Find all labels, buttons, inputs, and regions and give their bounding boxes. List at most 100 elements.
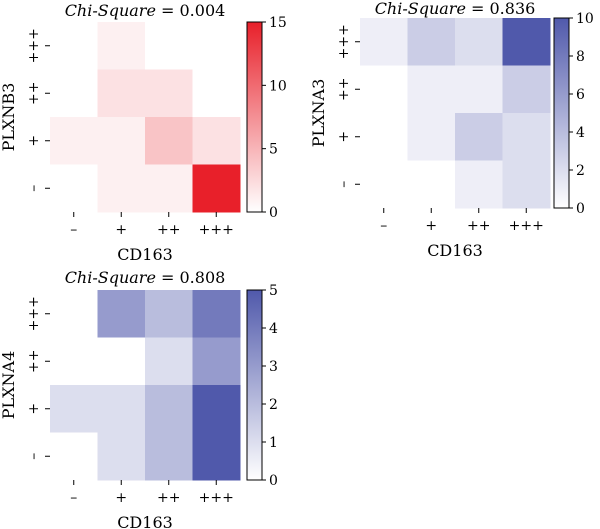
heatmap-cell (145, 164, 193, 213)
heatmap-cell (97, 337, 146, 386)
x-tick-label: – (380, 218, 387, 234)
y-tick-label: ++ (336, 78, 352, 101)
colorbar (246, 289, 263, 481)
colorbar-tick-label: 10 (269, 78, 287, 94)
heatmap-cell (407, 113, 456, 161)
heatmap-cell (192, 22, 241, 70)
x-tick-label: ++ (157, 222, 180, 238)
y-tick-label: ++ (26, 350, 42, 373)
colorbar-tick-label: 10 (576, 11, 594, 27)
chart-title: Chi-Square = 0.808 (65, 268, 226, 287)
heatmap-cell (407, 65, 456, 114)
heatmap-cell (502, 160, 551, 209)
heatmap-cell (145, 385, 193, 433)
heatmap-cell (407, 18, 456, 66)
colorbar (553, 17, 570, 209)
heatmap-cell (192, 117, 241, 165)
heatmap-cell (97, 69, 146, 118)
x-tick-label: – (70, 490, 77, 506)
heatmap-panel-1: Chi-Square = 0.004– + ++ +++++++++–CD163PLX… (0, 1, 287, 264)
heatmap-cell (502, 113, 551, 161)
heatmap-cell (192, 290, 241, 338)
y-tick-label: – (26, 453, 42, 460)
x-tick-label: ++ (467, 218, 490, 234)
x-axis-label: CD163 (427, 241, 483, 260)
heatmap-cell (50, 69, 98, 118)
heatmap-cell (455, 65, 503, 114)
heatmap-cell (97, 432, 146, 481)
y-tick-label: +++ (26, 28, 42, 63)
x-tick-label: +++ (199, 222, 234, 238)
colorbar-tick-label: 2 (576, 163, 585, 179)
heatmap-cell (50, 432, 98, 481)
x-tick-label: + (115, 490, 127, 506)
title-value: = 0.808 (156, 268, 225, 287)
title-statistic: Chi-Square (375, 0, 466, 18)
colorbar-tick-label: 0 (269, 205, 278, 221)
chart-title: Chi-Square = 0.836 (375, 0, 536, 18)
y-tick-label: – (26, 185, 42, 192)
colorbar-tick-label: 0 (576, 201, 585, 217)
y-axis-label: PLXNA3 (309, 79, 328, 148)
colorbar-tick-label: 6 (576, 87, 585, 103)
x-tick-label: – (70, 222, 77, 238)
colorbar-tick-label: 1 (269, 435, 278, 451)
y-tick-label: +++ (26, 296, 42, 331)
heatmap-cell (360, 113, 408, 161)
heatmap-cell (360, 160, 408, 209)
heatmap-cell (192, 432, 241, 481)
y-tick-label: + (26, 135, 42, 147)
colorbar-tick-label: 0 (269, 473, 278, 489)
heatmap-cell (97, 290, 146, 338)
heatmap-cell (50, 22, 98, 70)
colorbar (246, 21, 263, 213)
colorbar-tick-label: 5 (269, 142, 278, 158)
x-tick-label: +++ (509, 218, 544, 234)
heatmap-cell (455, 160, 503, 209)
heatmap-panel-3: Chi-Square = 0.808– + ++ +++++++++–CD163PLX… (0, 268, 278, 529)
y-tick-label: +++ (336, 24, 352, 59)
y-tick-label: ++ (26, 82, 42, 105)
colorbar-tick-label: 3 (269, 359, 278, 375)
y-tick-label: – (336, 181, 352, 188)
heatmap-cell (50, 337, 98, 386)
heatmap-cell (97, 22, 146, 70)
heatmap-cell (502, 18, 551, 66)
x-axis-label: CD163 (117, 245, 173, 264)
title-value: = 0.836 (466, 0, 535, 18)
heatmap-cell (145, 290, 193, 338)
heatmap-cell (50, 385, 98, 433)
colorbar-tick-label: 4 (576, 125, 585, 141)
heatmap-cell (97, 385, 146, 433)
x-tick-label: +++ (199, 490, 234, 506)
y-tick-label: + (336, 131, 352, 143)
heatmap-cell (407, 160, 456, 209)
y-axis-label: PLXNA4 (0, 351, 18, 420)
heatmap-cell (145, 432, 193, 481)
heatmap-cell (455, 113, 503, 161)
heatmap-cell (192, 69, 241, 118)
heatmap-cell (50, 290, 98, 338)
heatmap-cell (50, 164, 98, 213)
heatmap-cell (97, 117, 146, 165)
colorbar-tick-label: 2 (269, 397, 278, 413)
heatmap-cell (360, 18, 408, 66)
chart-title: Chi-Square = 0.004 (65, 1, 226, 20)
heatmap-cell (50, 117, 98, 165)
x-axis-label: CD163 (117, 513, 173, 529)
x-tick-label: ++ (157, 490, 180, 506)
title-statistic: Chi-Square (65, 1, 156, 20)
colorbar-tick-label: 8 (576, 49, 585, 65)
title-statistic: Chi-Square (65, 268, 156, 287)
y-tick-label: + (26, 403, 42, 415)
heatmap-cell (145, 22, 193, 70)
heatmap-panel-2: Chi-Square = 0.836– + ++ +++++++++–CD163PLX… (309, 0, 594, 260)
heatmap-cell (145, 337, 193, 386)
x-tick-label: + (425, 218, 437, 234)
colorbar-tick-label: 4 (269, 321, 278, 337)
colorbar-tick-label: 15 (269, 15, 287, 31)
heatmap-cell (145, 117, 193, 165)
colorbar-tick-label: 5 (269, 283, 278, 299)
heatmap-cell (192, 337, 241, 386)
